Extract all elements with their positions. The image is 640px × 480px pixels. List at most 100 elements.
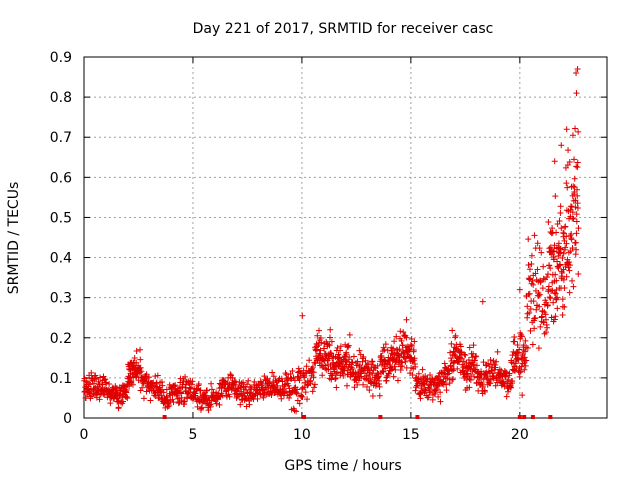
data-point: [391, 349, 398, 356]
data-point: [376, 377, 383, 384]
data-point: [529, 341, 536, 348]
data-point: [328, 350, 335, 357]
data-point: [262, 384, 269, 391]
zero-marker: [548, 415, 553, 419]
data-point: [311, 359, 318, 366]
data-point: [557, 261, 564, 268]
data-point: [90, 380, 97, 387]
x-tick-label: 20: [511, 427, 529, 443]
data-point: [195, 380, 202, 387]
data-point: [533, 306, 540, 313]
zero-marker: [302, 415, 307, 419]
data-point: [557, 209, 564, 216]
data-point: [572, 204, 579, 211]
data-point: [344, 343, 351, 350]
data-point: [294, 386, 301, 393]
zero-marker: [517, 415, 522, 419]
data-point: [365, 360, 372, 367]
data-point: [574, 159, 581, 166]
data-point: [93, 375, 100, 382]
data-point: [299, 394, 306, 401]
data-point: [138, 368, 145, 375]
data-point: [346, 354, 353, 361]
y-tick-label: 0.9: [50, 50, 72, 66]
data-point: [396, 346, 403, 353]
data-point: [137, 364, 144, 371]
data-point: [376, 392, 383, 399]
data-point: [360, 381, 367, 388]
data-point: [254, 395, 261, 402]
data-point: [390, 345, 397, 352]
data-point: [411, 338, 418, 345]
data-point: [477, 375, 484, 382]
data-point: [542, 311, 549, 318]
data-point: [547, 295, 554, 302]
data-point: [387, 362, 394, 369]
data-point: [346, 331, 353, 338]
data-point: [505, 376, 512, 383]
data-point: [437, 398, 444, 405]
data-point: [369, 358, 376, 365]
data-point: [213, 400, 220, 407]
zero-marker: [530, 415, 535, 419]
data-point: [260, 394, 267, 401]
data-point: [452, 334, 459, 341]
data-point: [216, 380, 223, 387]
data-point: [546, 262, 553, 269]
data-point: [397, 367, 404, 374]
data-point: [343, 349, 350, 356]
data-point: [518, 363, 525, 370]
y-tick-label: 0.5: [50, 210, 72, 226]
data-point: [326, 334, 333, 341]
data-point: [545, 283, 552, 290]
data-point: [394, 377, 401, 384]
data-point: [505, 388, 512, 395]
data-point: [563, 126, 570, 133]
data-point: [415, 370, 422, 377]
data-point: [398, 337, 405, 344]
data-point: [395, 351, 402, 358]
data-point: [557, 249, 564, 256]
data-point: [317, 347, 324, 354]
data-point: [544, 271, 551, 278]
x-axis-label: GPS time / hours: [284, 458, 401, 474]
data-point: [562, 223, 569, 230]
data-point: [182, 373, 189, 380]
data-point: [540, 263, 547, 270]
data-point: [437, 389, 444, 396]
data-point: [570, 283, 577, 290]
data-point: [294, 373, 301, 380]
data-point: [552, 313, 559, 320]
data-point: [462, 352, 469, 359]
data-point: [550, 299, 557, 306]
data-point: [525, 262, 532, 269]
data-point: [378, 352, 385, 359]
data-point: [299, 312, 306, 319]
y-axis-label: SRMTID / TECUs: [6, 182, 22, 295]
data-point: [350, 353, 357, 360]
data-point: [575, 271, 582, 278]
data-point: [325, 366, 332, 373]
data-point: [369, 392, 376, 399]
data-point: [81, 375, 88, 382]
data-point: [527, 327, 534, 334]
data-point: [453, 341, 460, 348]
data-point: [570, 183, 577, 190]
data-point: [139, 384, 146, 391]
data-point: [532, 270, 539, 277]
data-point: [548, 288, 555, 295]
data-point: [384, 347, 391, 354]
data-point: [481, 388, 488, 395]
data-point: [435, 373, 442, 380]
data-point: [371, 364, 378, 371]
data-point: [135, 377, 142, 384]
data-point: [385, 370, 392, 377]
data-point: [526, 266, 533, 273]
data-point: [537, 323, 544, 330]
data-point: [166, 402, 173, 409]
data-point: [369, 370, 376, 377]
data-point: [480, 359, 487, 366]
data-point: [247, 383, 254, 390]
data-point: [447, 363, 454, 370]
